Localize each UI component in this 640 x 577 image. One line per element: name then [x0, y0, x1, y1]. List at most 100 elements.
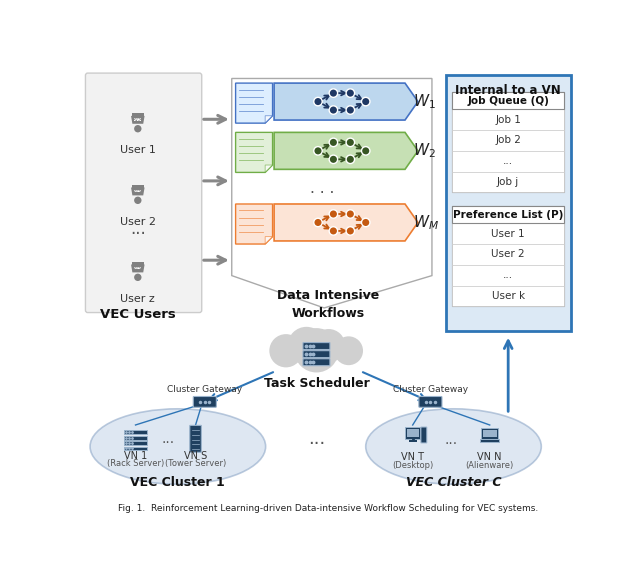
Polygon shape	[236, 83, 273, 123]
Polygon shape	[236, 204, 273, 244]
Circle shape	[329, 227, 338, 235]
FancyBboxPatch shape	[452, 265, 564, 286]
Polygon shape	[274, 204, 418, 241]
FancyBboxPatch shape	[132, 262, 144, 265]
Text: VEC Users: VEC Users	[100, 308, 176, 321]
Circle shape	[346, 89, 355, 98]
Text: Task Scheduler: Task Scheduler	[264, 377, 369, 390]
Text: User z: User z	[120, 294, 155, 304]
Text: (Tower Server): (Tower Server)	[165, 459, 226, 468]
Polygon shape	[265, 237, 273, 244]
Text: ...: ...	[161, 432, 175, 446]
Text: VEC Cluster 1: VEC Cluster 1	[131, 476, 225, 489]
Text: User k: User k	[492, 291, 525, 301]
Text: $W_2$: $W_2$	[413, 141, 435, 160]
FancyBboxPatch shape	[193, 396, 216, 407]
FancyBboxPatch shape	[124, 436, 147, 440]
FancyBboxPatch shape	[134, 267, 141, 269]
FancyBboxPatch shape	[124, 430, 147, 434]
Text: VN T: VN T	[401, 452, 424, 462]
Text: VEC Cluster C: VEC Cluster C	[406, 476, 501, 489]
Text: (Rack Server): (Rack Server)	[107, 459, 164, 468]
Circle shape	[329, 155, 338, 163]
Text: Cluster Gateway: Cluster Gateway	[393, 385, 468, 394]
FancyBboxPatch shape	[406, 429, 419, 437]
FancyBboxPatch shape	[86, 73, 202, 313]
Circle shape	[134, 125, 141, 132]
Text: (Desktop): (Desktop)	[392, 460, 433, 470]
FancyBboxPatch shape	[452, 286, 564, 306]
FancyBboxPatch shape	[272, 344, 361, 356]
Text: $W_M$: $W_M$	[413, 213, 438, 232]
Circle shape	[134, 197, 141, 204]
Text: ...: ...	[503, 270, 513, 280]
FancyBboxPatch shape	[405, 428, 420, 439]
Circle shape	[269, 334, 303, 368]
Circle shape	[346, 210, 355, 218]
Polygon shape	[131, 264, 145, 272]
FancyBboxPatch shape	[446, 76, 570, 331]
FancyBboxPatch shape	[190, 425, 202, 452]
Text: ...: ...	[445, 433, 458, 447]
FancyBboxPatch shape	[481, 439, 499, 442]
FancyBboxPatch shape	[419, 396, 442, 407]
Polygon shape	[131, 188, 145, 196]
Ellipse shape	[90, 409, 266, 484]
FancyBboxPatch shape	[133, 265, 143, 271]
Text: VN S: VN S	[184, 451, 207, 461]
Circle shape	[346, 155, 355, 163]
FancyBboxPatch shape	[409, 440, 417, 442]
Text: User 1: User 1	[492, 228, 525, 239]
Text: User 2: User 2	[492, 249, 525, 260]
Circle shape	[362, 147, 370, 155]
Text: </>: </>	[133, 265, 143, 271]
Circle shape	[329, 138, 338, 147]
Circle shape	[334, 336, 363, 365]
Polygon shape	[232, 78, 432, 308]
FancyBboxPatch shape	[452, 130, 564, 151]
FancyBboxPatch shape	[133, 189, 143, 193]
Circle shape	[346, 106, 355, 114]
FancyBboxPatch shape	[452, 207, 564, 223]
Circle shape	[346, 138, 355, 147]
Text: . . .: . . .	[310, 181, 335, 196]
Circle shape	[329, 106, 338, 114]
FancyBboxPatch shape	[452, 92, 564, 109]
Text: Fig. 1.  Reinforcement Learning-driven Data-intensive Workflow Scheduling for VE: Fig. 1. Reinforcement Learning-driven Da…	[118, 504, 538, 512]
Ellipse shape	[365, 409, 541, 484]
Text: ...: ...	[503, 156, 513, 166]
Text: $W_1$: $W_1$	[413, 92, 435, 111]
FancyBboxPatch shape	[132, 185, 144, 189]
FancyBboxPatch shape	[421, 427, 427, 443]
Polygon shape	[265, 165, 273, 173]
Text: ...: ...	[130, 220, 146, 238]
FancyBboxPatch shape	[134, 190, 141, 192]
FancyBboxPatch shape	[132, 113, 144, 117]
FancyBboxPatch shape	[134, 118, 141, 121]
Polygon shape	[274, 132, 418, 169]
Text: Cluster Gateway: Cluster Gateway	[167, 385, 243, 394]
FancyBboxPatch shape	[452, 171, 564, 193]
FancyBboxPatch shape	[303, 351, 330, 358]
FancyBboxPatch shape	[452, 92, 564, 193]
Text: Job 1: Job 1	[495, 115, 521, 125]
Text: VN N: VN N	[477, 452, 502, 462]
Circle shape	[314, 218, 322, 227]
Circle shape	[329, 89, 338, 98]
FancyBboxPatch shape	[452, 244, 564, 265]
Text: Preference List (P): Preference List (P)	[453, 210, 563, 220]
Text: Job 2: Job 2	[495, 136, 521, 145]
FancyBboxPatch shape	[303, 359, 330, 366]
Circle shape	[134, 273, 141, 281]
FancyBboxPatch shape	[483, 430, 497, 437]
Circle shape	[329, 210, 338, 218]
Text: Internal to a VN: Internal to a VN	[455, 84, 561, 98]
Circle shape	[314, 147, 322, 155]
Text: Job j: Job j	[497, 177, 519, 187]
Circle shape	[294, 328, 339, 373]
FancyBboxPatch shape	[481, 428, 498, 439]
FancyBboxPatch shape	[124, 441, 147, 445]
Polygon shape	[131, 116, 145, 124]
Text: </>: </>	[133, 189, 143, 193]
FancyBboxPatch shape	[452, 207, 564, 306]
